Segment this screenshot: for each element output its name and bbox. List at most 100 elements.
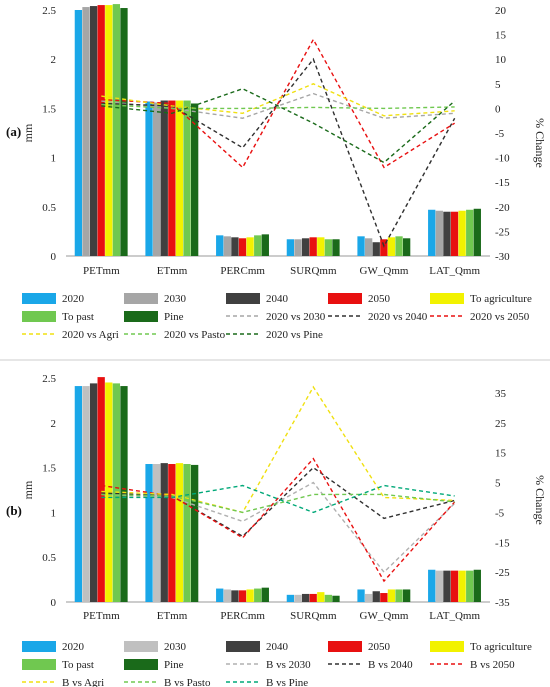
bar-PETmm-2050 [97, 377, 105, 602]
legend-label: 2020 vs Agri [62, 329, 119, 341]
legend-swatch [124, 311, 158, 322]
legend-item: B vs Pine [226, 677, 308, 687]
chart-panel-0: 0 0.5 1 1.5 2 2.5 -30 -25 -20 -15 -10 -5 0 5 10 15 20 mm%… [6, 4, 547, 341]
bar-PETmm-2050 [97, 5, 105, 256]
y2-tick-label: -20 [495, 202, 510, 214]
bar-GW_Qmm-2050 [380, 593, 388, 602]
category-label: ETmm [157, 265, 188, 277]
bar-PERCmm-2030 [223, 589, 231, 602]
legend-swatch [124, 641, 158, 652]
bar-SURQmm-2050 [309, 593, 317, 602]
bar-PERCmm-to-agriculture [246, 237, 254, 256]
legend-item: 2020 vs 2030 [226, 311, 326, 323]
y2-tick-label: 20 [495, 5, 507, 17]
legend-item: To agriculture [430, 293, 532, 305]
bar-ETmm-2040 [160, 463, 168, 602]
y2-tick-label: -25 [495, 226, 510, 238]
legend-label: B vs 2040 [368, 659, 413, 671]
bar-PERCmm-to-agriculture [246, 589, 254, 602]
legend-label: 2020 vs Pasto [164, 329, 226, 341]
y2-axis-label: % Change [533, 118, 547, 168]
bar-ETmm-2030 [153, 464, 161, 602]
y2-tick-label: 0 [495, 103, 501, 115]
bar-PERCmm-to-past [254, 588, 262, 602]
bar-PERCmm-pine [261, 234, 269, 256]
y2-tick-label: -30 [495, 251, 510, 263]
bar-SURQmm-pine [332, 239, 340, 256]
bar-GW_Qmm-2030 [365, 593, 373, 602]
bar-SURQmm-2040 [301, 238, 310, 256]
bar-PERCmm-2020 [216, 588, 224, 602]
y2-tick-label: 5 [495, 478, 501, 490]
legend-item: 2020 vs Agri [22, 329, 119, 341]
bar-LAT_Qmm-to-agriculture [458, 570, 466, 602]
legend-item: 2040 [226, 641, 289, 653]
bar-GW_Qmm-to-agriculture [387, 237, 396, 256]
legend-swatch [22, 311, 56, 322]
bar-ETmm-pine [191, 464, 199, 602]
bar-SURQmm-2050 [309, 237, 317, 256]
y2-axis-label: % Change [533, 475, 547, 525]
bar-ETmm-to-past [183, 100, 191, 256]
bar-PETmm-2020 [74, 386, 83, 602]
y2-tick-label: 15 [495, 30, 507, 42]
legend-label: To past [62, 311, 94, 323]
category-label: GW_Qmm [360, 265, 409, 277]
legend-item: To past [22, 311, 94, 323]
bar-LAT_Qmm-2050 [450, 211, 459, 256]
legend-label: 2050 [368, 293, 391, 305]
y-tick-label: 2 [51, 418, 57, 430]
bar-PERCmm-pine [261, 587, 269, 602]
bar-ETmm-to-agriculture [175, 463, 184, 602]
bar-ETmm-to-agriculture [175, 100, 184, 256]
legend-label: To agriculture [470, 641, 532, 653]
bar-LAT_Qmm-to-agriculture [458, 210, 466, 256]
legend-label: 2050 [368, 641, 391, 653]
legend-item: Pine [124, 659, 184, 671]
legend-item: 2020 vs Pine [226, 329, 323, 341]
legend-label: To agriculture [470, 293, 532, 305]
legend-item: 2040 [226, 293, 289, 305]
bar-GW_Qmm-2020 [357, 589, 365, 602]
legend-swatch [328, 641, 362, 652]
y2-tick-label: -25 [495, 567, 510, 579]
bar-SURQmm-to-past [324, 239, 333, 256]
bar-LAT_Qmm-2020 [428, 569, 436, 602]
line-2020-vs-agri [101, 83, 455, 117]
bar-GW_Qmm-to-agriculture [387, 589, 396, 602]
legend-item: 2030 [124, 641, 187, 653]
category-label: SURQmm [290, 610, 337, 622]
bar-ETmm-to-past [183, 464, 191, 602]
y-tick-label: 0 [51, 251, 57, 263]
bar-PETmm-to-past [112, 4, 121, 257]
bar-LAT_Qmm-2050 [450, 570, 459, 602]
bar-SURQmm-2020 [286, 594, 295, 602]
legend-label: B vs Pasto [164, 677, 211, 687]
legend-label: 2040 [266, 293, 289, 305]
legend-item: 2030 [124, 293, 187, 305]
panel-label: (a) [6, 124, 21, 139]
y-axis-label: mm [21, 123, 35, 142]
category-label: PERCmm [220, 265, 265, 277]
legend-item: 2050 [328, 293, 391, 305]
legend-swatch [328, 293, 362, 304]
y-tick-label: 1.5 [42, 103, 56, 115]
legend-label: 2020 vs 2050 [470, 311, 530, 323]
bar-LAT_Qmm-2040 [443, 211, 451, 256]
bar-PETmm-2040 [89, 6, 98, 257]
legend-item: 2050 [328, 641, 391, 653]
bar-ETmm-2050 [168, 464, 176, 602]
line-2020-vs-2040 [101, 57, 456, 248]
line-b-vs-pine [101, 484, 455, 514]
legend-item: 2020 [22, 293, 85, 305]
legend-swatch [124, 659, 158, 670]
bar-PETmm-2020 [74, 10, 83, 256]
line-b-vs-pasto [101, 493, 455, 514]
bar-SURQmm-2040 [301, 593, 310, 602]
y2-tick-label: 25 [495, 418, 507, 430]
y-tick-label: 0 [51, 597, 57, 609]
category-label: PETmm [83, 610, 120, 622]
bar-ETmm-2050 [168, 100, 176, 256]
category-label: PETmm [83, 265, 120, 277]
